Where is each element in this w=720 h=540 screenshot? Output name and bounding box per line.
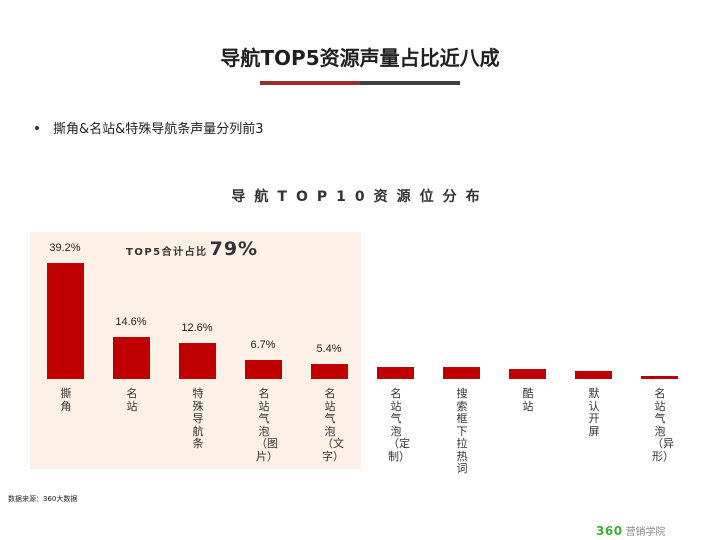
chart-title: 导航TOP10资源位分布 xyxy=(231,189,489,205)
bar-value-label: 39.2% xyxy=(49,242,81,254)
bar xyxy=(377,367,414,379)
category-label: 名站气泡（图片） xyxy=(256,387,278,463)
bar xyxy=(443,367,480,379)
title-underline-red xyxy=(260,81,360,85)
brand-text: 营销学院 xyxy=(625,527,666,538)
bar xyxy=(575,371,612,379)
bullet-point: 撕角&名站&特殊导航条声量分列前3 xyxy=(35,118,264,137)
category-label: 默认开屏 xyxy=(588,387,600,438)
category-label: 酷站 xyxy=(522,387,534,413)
title-underline xyxy=(260,81,460,85)
top5-annotation-value: 79% xyxy=(209,238,259,260)
bar xyxy=(311,364,348,379)
category-label: 名站 xyxy=(126,387,138,413)
category-label: 撕角 xyxy=(60,387,72,413)
slide-title: 导航TOP5资源声量占比近八成 xyxy=(220,46,500,70)
category-label: 名站气泡（定制） xyxy=(388,387,410,463)
bullet-text: 撕角&名站&特殊导航条声量分列前3 xyxy=(53,122,264,137)
bar xyxy=(47,263,84,379)
bar xyxy=(113,337,150,379)
bar xyxy=(509,369,546,379)
bar-value-label: 14.6% xyxy=(115,316,147,328)
top5-annotation-label: TOP5合计占比 xyxy=(126,247,208,258)
bar-value-label: 5.4% xyxy=(316,343,342,355)
bar xyxy=(641,376,678,379)
top5-annotation: TOP5合计占比 79% xyxy=(126,238,258,260)
bar-value-label: 6.7% xyxy=(250,339,276,351)
bar xyxy=(179,343,216,379)
brand-number: 360 xyxy=(596,523,623,538)
category-label: 名站气泡（文字） xyxy=(322,387,344,463)
category-label: 特殊导航条 xyxy=(192,387,204,450)
title-underline-dark xyxy=(360,81,460,85)
brand-logo: 360 营销学院 xyxy=(596,523,666,539)
bullet-dot-icon xyxy=(35,125,39,130)
data-source: 数据来源：360大数据 xyxy=(8,495,78,503)
bar-value-label: 12.6% xyxy=(181,322,213,334)
category-label: 名站气泡（异形） xyxy=(652,387,674,463)
category-label: 搜索框下拉热词 xyxy=(456,387,468,475)
bar xyxy=(245,360,282,379)
